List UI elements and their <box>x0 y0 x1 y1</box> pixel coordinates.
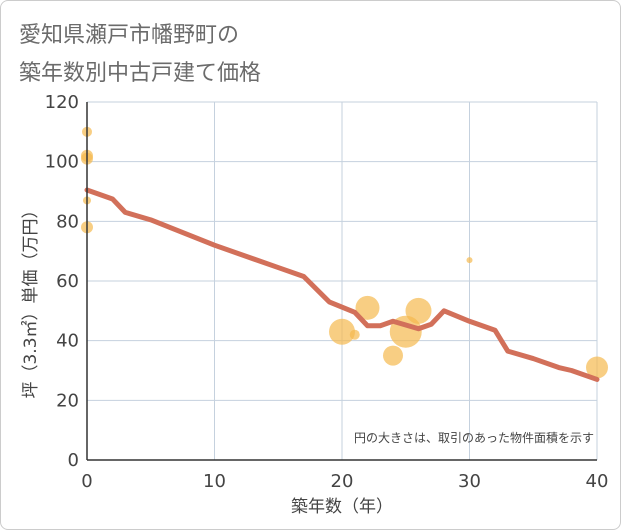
y-tick-label: 80 <box>56 211 79 232</box>
data-point <box>349 329 360 340</box>
axes <box>86 102 597 461</box>
x-tick-label: 40 <box>586 471 609 492</box>
grid-lines <box>87 101 598 460</box>
y-tick-label: 40 <box>56 331 79 352</box>
chart-title-line-1: 愛知県瀬戸市幡野町の <box>19 23 240 48</box>
x-axis-title: 築年数（年） <box>291 497 393 517</box>
tick-labels: 0 20 40 60 80 100 120 0 10 20 30 40 <box>45 92 609 492</box>
data-point <box>355 295 380 320</box>
y-tick-label: 120 <box>45 92 79 113</box>
data-point <box>329 318 355 345</box>
data-point <box>586 356 608 379</box>
data-point <box>466 257 473 264</box>
data-point <box>405 297 432 324</box>
x-tick-label: 0 <box>81 471 92 492</box>
trend-line <box>84 187 600 382</box>
x-tick-label: 20 <box>331 471 354 492</box>
y-tick-label: 60 <box>56 271 79 292</box>
bubble-size-note: 円の大きさは、取引のあった物件面積を示す <box>354 430 594 445</box>
trend-line-group <box>84 187 600 382</box>
bubble-series <box>81 126 608 379</box>
x-tick-label: 30 <box>458 471 481 492</box>
y-tick-label: 0 <box>68 450 79 471</box>
chart-title-line-2: 築年数別中古戸建て価格 <box>19 61 262 86</box>
x-tick-label: 10 <box>203 471 226 492</box>
y-tick-label: 100 <box>45 152 79 173</box>
y-axis-title: 坪（3.3㎡）単価（万円） <box>21 201 41 398</box>
y-tick-label: 20 <box>56 390 79 411</box>
data-point <box>383 345 403 366</box>
